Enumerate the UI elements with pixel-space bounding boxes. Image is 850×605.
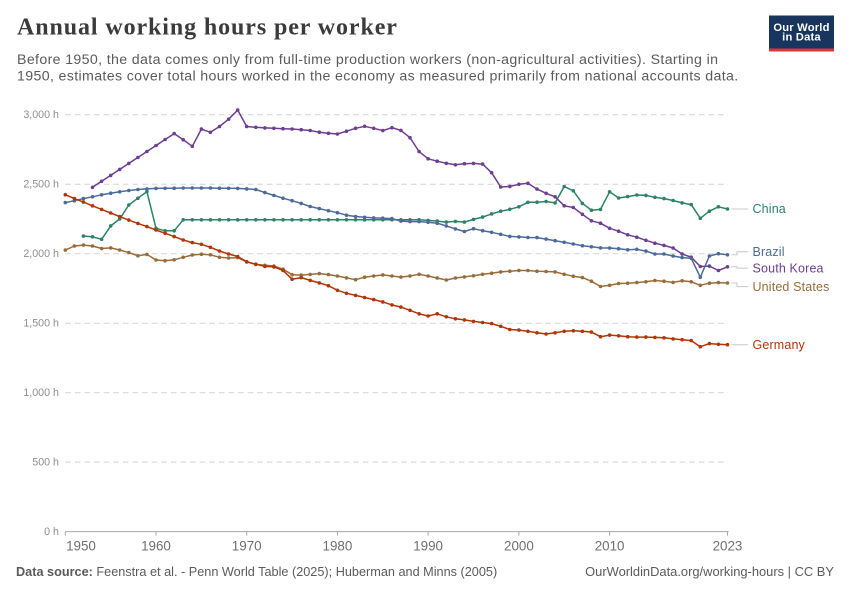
svg-text:in Data: in Data [782,31,821,43]
svg-text:Brazil: Brazil [753,245,785,259]
svg-text:China: China [753,202,786,216]
svg-text:1980: 1980 [323,539,353,554]
svg-text:Data source: Feenstra et al. -: Data source: Feenstra et al. - Penn Worl… [16,565,497,579]
svg-text:OurWorldinData.org/working-hou: OurWorldinData.org/working-hours | CC BY [585,564,834,579]
svg-text:1960: 1960 [141,539,171,554]
svg-text:2,000 h: 2,000 h [23,248,59,260]
svg-text:Germany: Germany [753,338,806,352]
svg-text:Annual working hours per worke: Annual working hours per worker [17,15,398,41]
svg-text:South Korea: South Korea [753,261,824,275]
svg-text:2023: 2023 [713,539,743,554]
svg-text:2000: 2000 [504,539,534,554]
svg-text:500 h: 500 h [32,456,59,468]
svg-text:Before 1950, the data comes on: Before 1950, the data comes only from fu… [17,52,718,68]
svg-text:United States: United States [753,280,830,294]
svg-text:1,500 h: 1,500 h [23,317,59,329]
svg-text:Our World: Our World [773,22,829,34]
svg-text:1990: 1990 [413,539,443,554]
svg-text:1950: 1950 [66,539,96,554]
svg-text:0 h: 0 h [44,526,59,538]
svg-text:1,000 h: 1,000 h [23,387,59,399]
svg-text:2010: 2010 [595,539,625,554]
svg-text:1970: 1970 [232,539,262,554]
svg-text:3,000 h: 3,000 h [23,109,59,121]
svg-text:1950, estimates cover total ho: 1950, estimates cover total hours worked… [17,68,739,84]
svg-text:2,500 h: 2,500 h [23,179,59,191]
